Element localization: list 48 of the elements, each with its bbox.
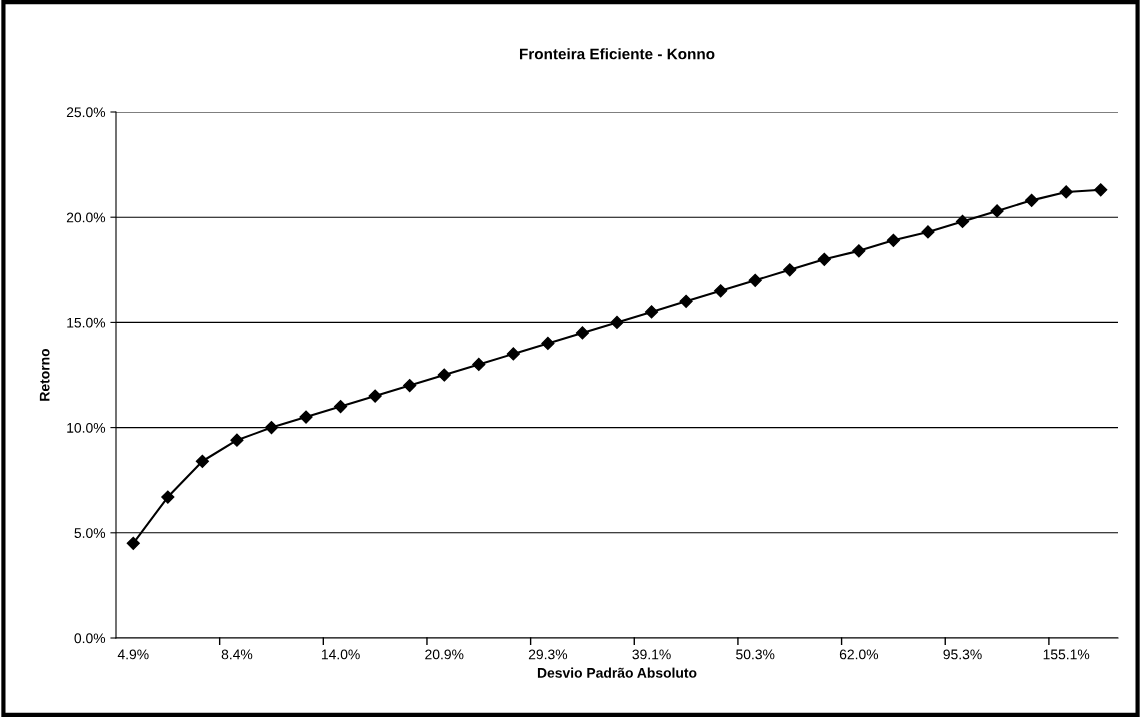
point — [1025, 193, 1039, 207]
point — [748, 273, 762, 287]
point — [575, 326, 590, 340]
point — [368, 389, 382, 403]
y-tick-label: 5.0% — [74, 528, 106, 538]
point — [886, 233, 901, 247]
point — [1059, 185, 1073, 199]
y-tick-label: 20.0% — [66, 212, 106, 223]
point — [161, 490, 175, 504]
x-tick-label: 50.3% — [736, 649, 775, 660]
point — [403, 378, 417, 393]
point — [333, 399, 348, 414]
point — [541, 336, 555, 351]
point — [644, 305, 659, 319]
x-tick-label: 95.3% — [943, 649, 982, 660]
point — [679, 294, 693, 308]
y-tick-label: 0.0% — [74, 633, 106, 644]
point — [783, 263, 797, 277]
point — [195, 454, 209, 468]
point — [921, 225, 935, 239]
point — [126, 536, 140, 550]
point — [437, 368, 451, 382]
point — [714, 284, 728, 298]
point — [990, 204, 1004, 218]
x-tick-label: 62.0% — [839, 649, 879, 660]
y-tick-label: 15.0% — [67, 317, 106, 328]
point — [264, 421, 279, 435]
x-tick-label: 8.4% — [221, 649, 253, 660]
x-tick-label: 155.1% — [1043, 649, 1090, 660]
x-tick-label: 14.0% — [321, 649, 360, 660]
point — [1094, 183, 1108, 197]
y-axis-title: Retorno — [39, 348, 50, 401]
point — [852, 244, 866, 258]
x-tick-label: 20.9% — [425, 649, 464, 660]
y-tick-label: 25.0% — [66, 107, 106, 118]
point — [472, 357, 486, 372]
x-tick-label: 29.3% — [528, 649, 568, 660]
y-tick-label: 10.0% — [67, 422, 106, 433]
point — [955, 214, 970, 228]
point — [506, 347, 520, 361]
point — [299, 410, 313, 424]
point — [817, 252, 831, 266]
x-axis-title: Desvio Padrão Absoluto — [537, 667, 697, 678]
point — [610, 315, 624, 329]
x-tick-label: 39.1% — [632, 649, 671, 660]
x-tick-label: 4.9% — [117, 649, 149, 660]
chart-title: Fronteira Eficiente - Konno — [519, 48, 715, 60]
point — [230, 433, 244, 447]
